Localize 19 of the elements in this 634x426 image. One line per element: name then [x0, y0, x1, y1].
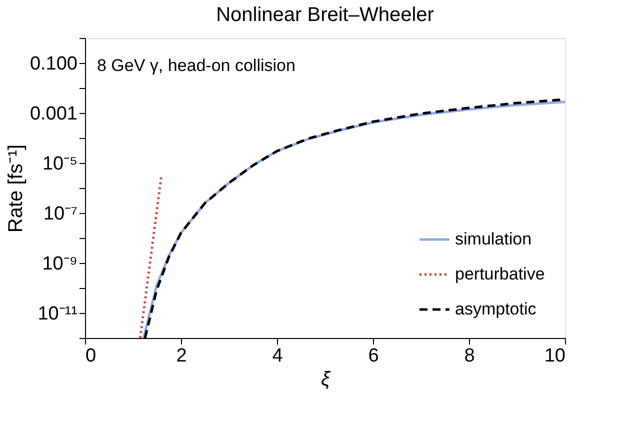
y-tick-label: 10⁻⁷: [43, 204, 78, 224]
x-tick-label: 8: [464, 346, 475, 366]
chart-title: Nonlinear Breit–Wheeler: [216, 4, 434, 26]
y-tick-label: 0.001: [30, 104, 78, 124]
x-tick-label: 6: [368, 346, 379, 366]
x-tick-label: 10: [544, 346, 566, 366]
x-tick-label: 2: [176, 346, 187, 366]
y-tick-label: 0.100: [30, 54, 78, 74]
x-tick-label: 0: [86, 346, 96, 366]
y-tick-label: 10⁻⁹: [42, 254, 78, 274]
legend-label: asymptotic: [455, 300, 537, 318]
y-tick-label: 10⁻¹¹: [38, 304, 78, 324]
legend-label: perturbative: [455, 264, 545, 284]
legend-label: simulation: [455, 230, 532, 248]
y-tick-label: 10⁻⁵: [42, 154, 78, 174]
annotation: 8 GeV γ, head-on collision: [97, 56, 296, 75]
x-tick-label: 4: [272, 346, 284, 366]
y-axis-title: Rate [fs⁻¹]: [4, 144, 27, 233]
x-axis-title: ξ: [321, 368, 332, 390]
